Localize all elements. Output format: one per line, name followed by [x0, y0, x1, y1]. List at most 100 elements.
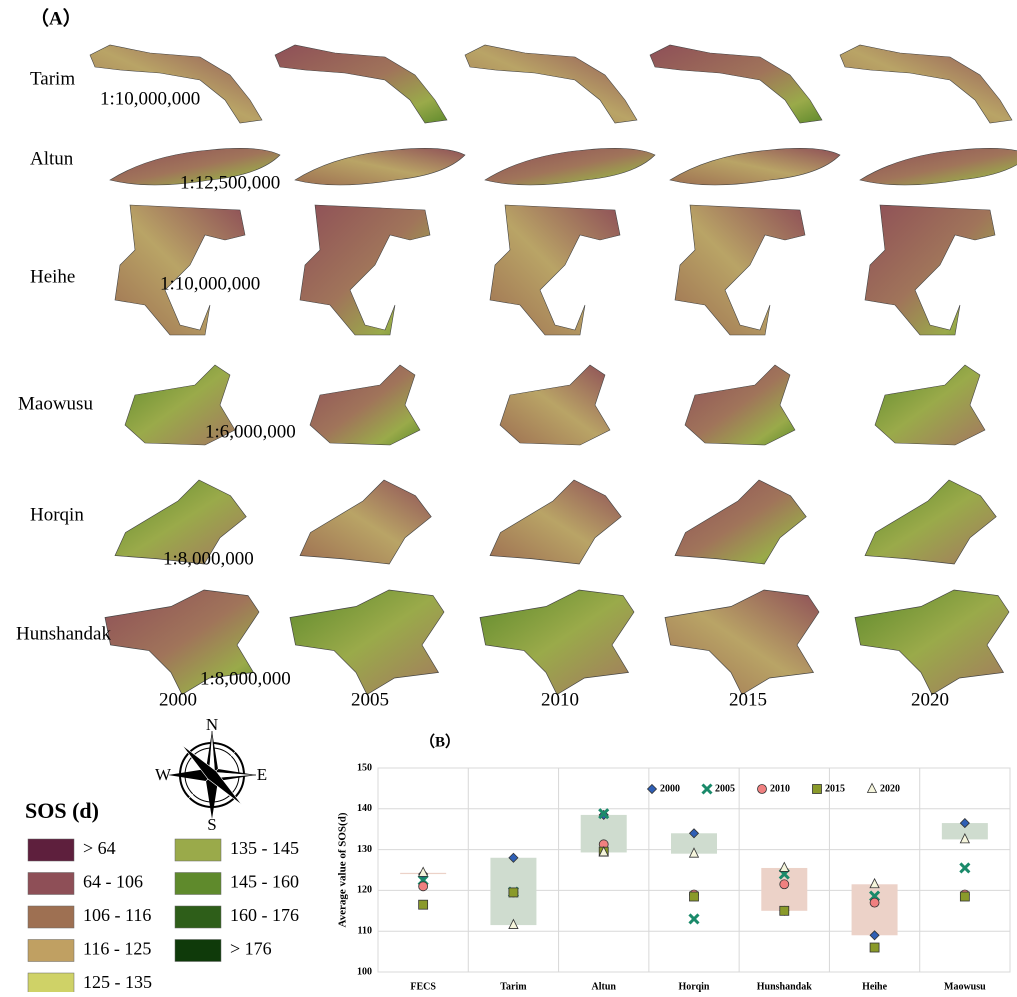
- legend-swatch: [175, 873, 221, 895]
- year-label: 2020: [911, 689, 949, 710]
- legend-swatch: [175, 940, 221, 962]
- legend-label: 2010: [770, 783, 790, 794]
- y-tick-label: 130: [357, 844, 372, 855]
- region-map: [875, 365, 985, 445]
- region-map: [275, 45, 447, 123]
- point: [780, 906, 789, 915]
- region-map: [490, 205, 620, 335]
- point: [960, 863, 969, 872]
- point: [419, 882, 428, 891]
- point: [780, 862, 789, 871]
- y-tick-label: 120: [357, 885, 372, 896]
- region-map: [840, 45, 1012, 123]
- map-scale: 1:8,000,000: [163, 548, 254, 569]
- region-map: [300, 480, 431, 564]
- legend-swatch: [28, 873, 74, 895]
- y-tick-label: 100: [357, 966, 372, 977]
- compass-e: E: [257, 765, 267, 784]
- region-map: [310, 365, 420, 445]
- x-tick-label: Heihe: [862, 981, 888, 992]
- legend-title: SOS (d): [25, 798, 99, 823]
- point: [419, 900, 428, 909]
- region-map: [650, 45, 822, 123]
- region-map: [490, 480, 621, 564]
- plot-area: [378, 768, 1010, 972]
- year-label: 2000: [159, 689, 197, 710]
- region-map: [480, 590, 634, 695]
- region-name: Maowusu: [18, 393, 93, 414]
- region-map: [485, 148, 655, 185]
- panel-label: （A）: [30, 6, 82, 29]
- compass-n: N: [206, 715, 218, 734]
- legend-label: 2015: [825, 783, 845, 794]
- map-scale: 1:6,000,000: [205, 421, 296, 442]
- legend-label: 2000: [660, 783, 680, 794]
- legend-label: 116 - 125: [83, 939, 151, 959]
- year-label: 2010: [541, 689, 579, 710]
- region-map: [670, 148, 840, 185]
- legend-label: 106 - 116: [83, 905, 151, 925]
- point: [509, 888, 518, 897]
- legend-label: 160 - 176: [230, 905, 299, 925]
- year-label: 2015: [729, 689, 767, 710]
- map-scale: 1:8,000,000: [200, 668, 291, 689]
- x-tick-label: FECS: [410, 981, 436, 992]
- map-scale: 1:10,000,000: [100, 88, 200, 109]
- legend-label: 125 - 135: [83, 972, 152, 992]
- compass-w: W: [155, 765, 172, 784]
- x-tick-label: Horqin: [679, 981, 710, 992]
- legend-label: 2020: [880, 783, 900, 794]
- panel-label: （B）: [420, 732, 460, 750]
- region-map: [500, 365, 610, 445]
- legend-swatch: [175, 906, 221, 928]
- page: {"panel_a": {"label": "（A）", "regions": …: [0, 0, 1017, 992]
- x-tick-label: Tarim: [500, 981, 527, 992]
- legend-label: 2005: [715, 783, 735, 794]
- legend-label: > 176: [230, 939, 272, 959]
- point: [780, 880, 789, 889]
- compass: [168, 731, 256, 819]
- region-name: Hunshandak: [16, 623, 111, 644]
- legend-swatch: [28, 973, 74, 992]
- region-map: [685, 365, 795, 445]
- region-map: [865, 480, 996, 564]
- x-tick-label: Altun: [591, 981, 616, 992]
- legend-marker: [703, 785, 712, 794]
- point: [960, 892, 969, 901]
- figure: （A） （B） N S W E SOS (d) Average value of…: [0, 0, 1017, 992]
- legend-swatch: [28, 906, 74, 928]
- point: [690, 914, 699, 923]
- year-label: 2005: [351, 689, 389, 710]
- point: [870, 943, 879, 952]
- region-name: Tarim: [30, 68, 75, 89]
- point: [870, 879, 879, 888]
- region-map: [675, 205, 805, 335]
- legend-swatch: [28, 839, 74, 861]
- region-map: [665, 590, 819, 695]
- region-map: [295, 148, 465, 185]
- region-map: [865, 205, 995, 335]
- legend-marker: [813, 785, 822, 794]
- compass-s: S: [207, 815, 216, 834]
- region-map: [115, 205, 245, 335]
- x-tick-label: Maowusu: [944, 981, 986, 992]
- y-tick-label: 150: [357, 762, 372, 773]
- region-map: [300, 205, 430, 335]
- region-map: [465, 45, 637, 123]
- point: [690, 892, 699, 901]
- y-tick-label: 110: [358, 925, 372, 936]
- region-map: [855, 590, 1009, 695]
- point: [419, 867, 428, 876]
- region-name: Horqin: [30, 504, 84, 525]
- legend-label: > 64: [83, 838, 116, 858]
- region-map: [860, 148, 1017, 185]
- region-name: Heihe: [30, 266, 75, 287]
- legend-label: 135 - 145: [230, 838, 299, 858]
- legend-swatch: [28, 940, 74, 962]
- region-map: [90, 45, 262, 123]
- y-axis-label: Average value of SOS(d): [337, 812, 349, 927]
- y-tick-label: 140: [357, 803, 372, 814]
- legend-marker: [758, 785, 767, 794]
- change-range: [852, 884, 898, 935]
- region-map: [290, 590, 444, 695]
